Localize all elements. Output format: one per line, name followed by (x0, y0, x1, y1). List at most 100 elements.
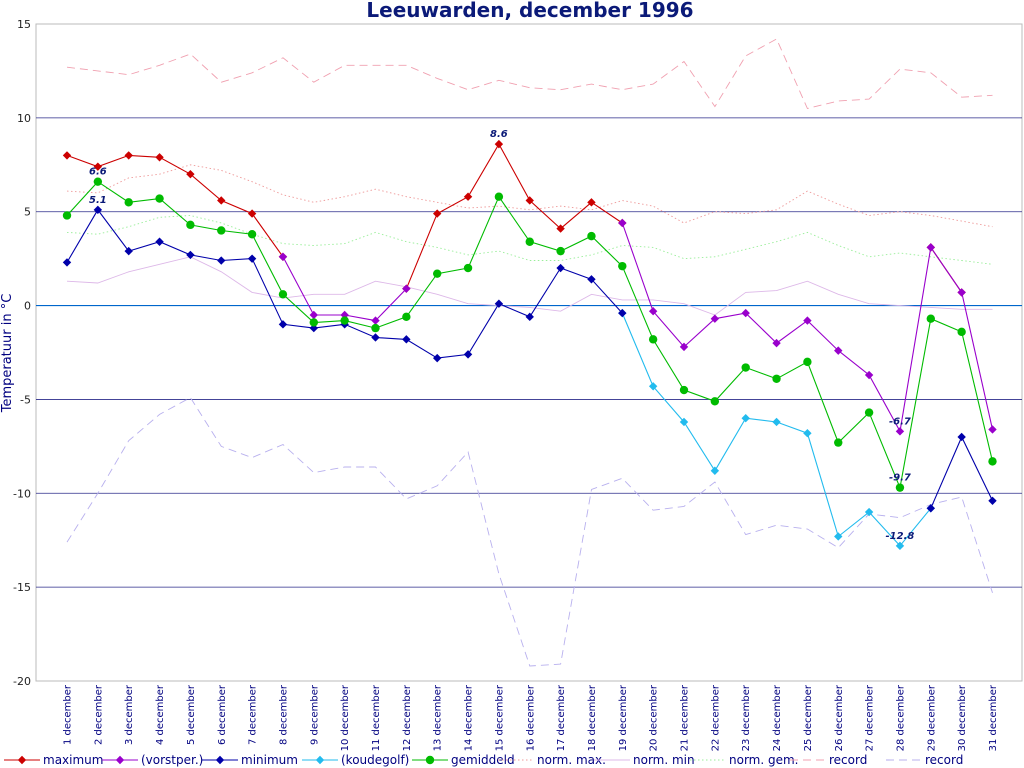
data-point (217, 196, 226, 205)
x-tick-label: 11 december (371, 684, 382, 751)
data-label: -9.7 (889, 473, 911, 484)
y-tick-label: 0 (24, 300, 31, 313)
x-tick-label: 24 december (772, 684, 783, 751)
series-line (66, 180, 994, 490)
data-point (186, 169, 195, 179)
data-point (618, 218, 627, 228)
data-point (957, 288, 966, 297)
data-point (371, 316, 380, 325)
data-point (926, 243, 935, 252)
data-point (864, 507, 874, 517)
x-tick-label: 30 december (957, 684, 968, 751)
data-point (803, 316, 812, 325)
x-tick-label: 21 december (680, 684, 691, 751)
data-point (988, 496, 997, 505)
data-label: -12.8 (886, 531, 915, 542)
legend-swatch-marker (17, 755, 27, 765)
data-point (371, 323, 380, 333)
series-8 (66, 38, 993, 110)
data-point (124, 198, 133, 207)
data-point (247, 209, 257, 218)
data-point (186, 250, 195, 260)
y-tick-label: -5 (20, 393, 31, 406)
data-point (93, 177, 103, 186)
data-point (679, 385, 689, 395)
data-point (155, 237, 164, 246)
legend-label: norm. min (633, 753, 695, 767)
data-point (494, 299, 504, 308)
data-label: 6.6 (89, 167, 107, 178)
data-label: 5.1 (89, 195, 107, 206)
data-point (864, 408, 874, 417)
data-point (463, 263, 473, 273)
series-line (66, 256, 993, 316)
x-tick-label: 4 december (155, 684, 166, 745)
series-group (62, 38, 997, 667)
x-tick-label: 23 december (741, 684, 752, 751)
data-point (525, 312, 534, 322)
data-point (556, 263, 565, 273)
y-axis-ticks: -20 -15 -10 -5 0 5 10 15 (13, 18, 31, 688)
legend-label: norm. max. (537, 753, 606, 767)
data-point (556, 224, 565, 233)
x-tick-label: 15 december (494, 684, 505, 751)
data-point (772, 374, 781, 383)
data-point (309, 310, 318, 320)
x-tick-label: 18 december (587, 684, 598, 751)
legend-item: norm. gem. (690, 753, 799, 767)
x-tick-label: 1 december (63, 684, 74, 745)
series-line (621, 312, 932, 547)
legend-swatch-marker (315, 755, 325, 765)
y-tick-label: 5 (24, 206, 31, 219)
legend-label: maximum (43, 753, 103, 767)
data-point (494, 192, 504, 201)
data-point (710, 466, 720, 475)
series-line (405, 142, 623, 289)
data-point (247, 230, 257, 239)
data-point (988, 457, 997, 466)
data-point (618, 308, 627, 318)
data-point (433, 353, 442, 363)
series-line (66, 38, 993, 110)
legend-label: record (925, 753, 963, 767)
data-point (895, 541, 905, 551)
data-point (957, 432, 966, 442)
data-point (463, 192, 473, 201)
data-point (679, 342, 689, 352)
plot-frame (35, 23, 1023, 682)
data-point (93, 162, 103, 171)
data-point (741, 363, 750, 372)
data-label: -6.7 (889, 416, 911, 427)
series-4 (62, 177, 997, 492)
x-tick-label: 28 december (895, 684, 906, 751)
x-tick-label: 22 december (710, 684, 721, 751)
data-point (648, 382, 658, 391)
annotations: 6.6 5.1 8.6 -6.7 -9.7 -12.8 (89, 129, 914, 542)
x-tick-label: 14 december (464, 684, 475, 751)
legend-item: (vorstper.) (102, 753, 203, 767)
data-point (247, 254, 257, 263)
data-point (62, 211, 72, 220)
data-point (587, 198, 596, 207)
data-point (772, 417, 781, 427)
data-point (433, 269, 442, 278)
legend-item: (koudegolf) (302, 753, 409, 767)
data-point (556, 246, 565, 256)
data-point (217, 256, 226, 265)
data-point (124, 246, 133, 256)
data-point (741, 414, 750, 423)
series-6 (66, 256, 993, 316)
data-point (834, 532, 843, 541)
legend-item: minimum (202, 753, 298, 767)
legend: maximum (vorstper.) minimum (koudegolf) gemi… (4, 753, 963, 767)
data-point (155, 194, 164, 203)
series-2 (62, 205, 997, 513)
legend-item: norm. min (594, 753, 695, 767)
data-point (463, 350, 473, 359)
data-point (433, 209, 442, 218)
data-point (864, 370, 874, 380)
y-tick-label: -20 (13, 675, 31, 688)
data-point (834, 438, 843, 447)
data-point (803, 357, 812, 367)
